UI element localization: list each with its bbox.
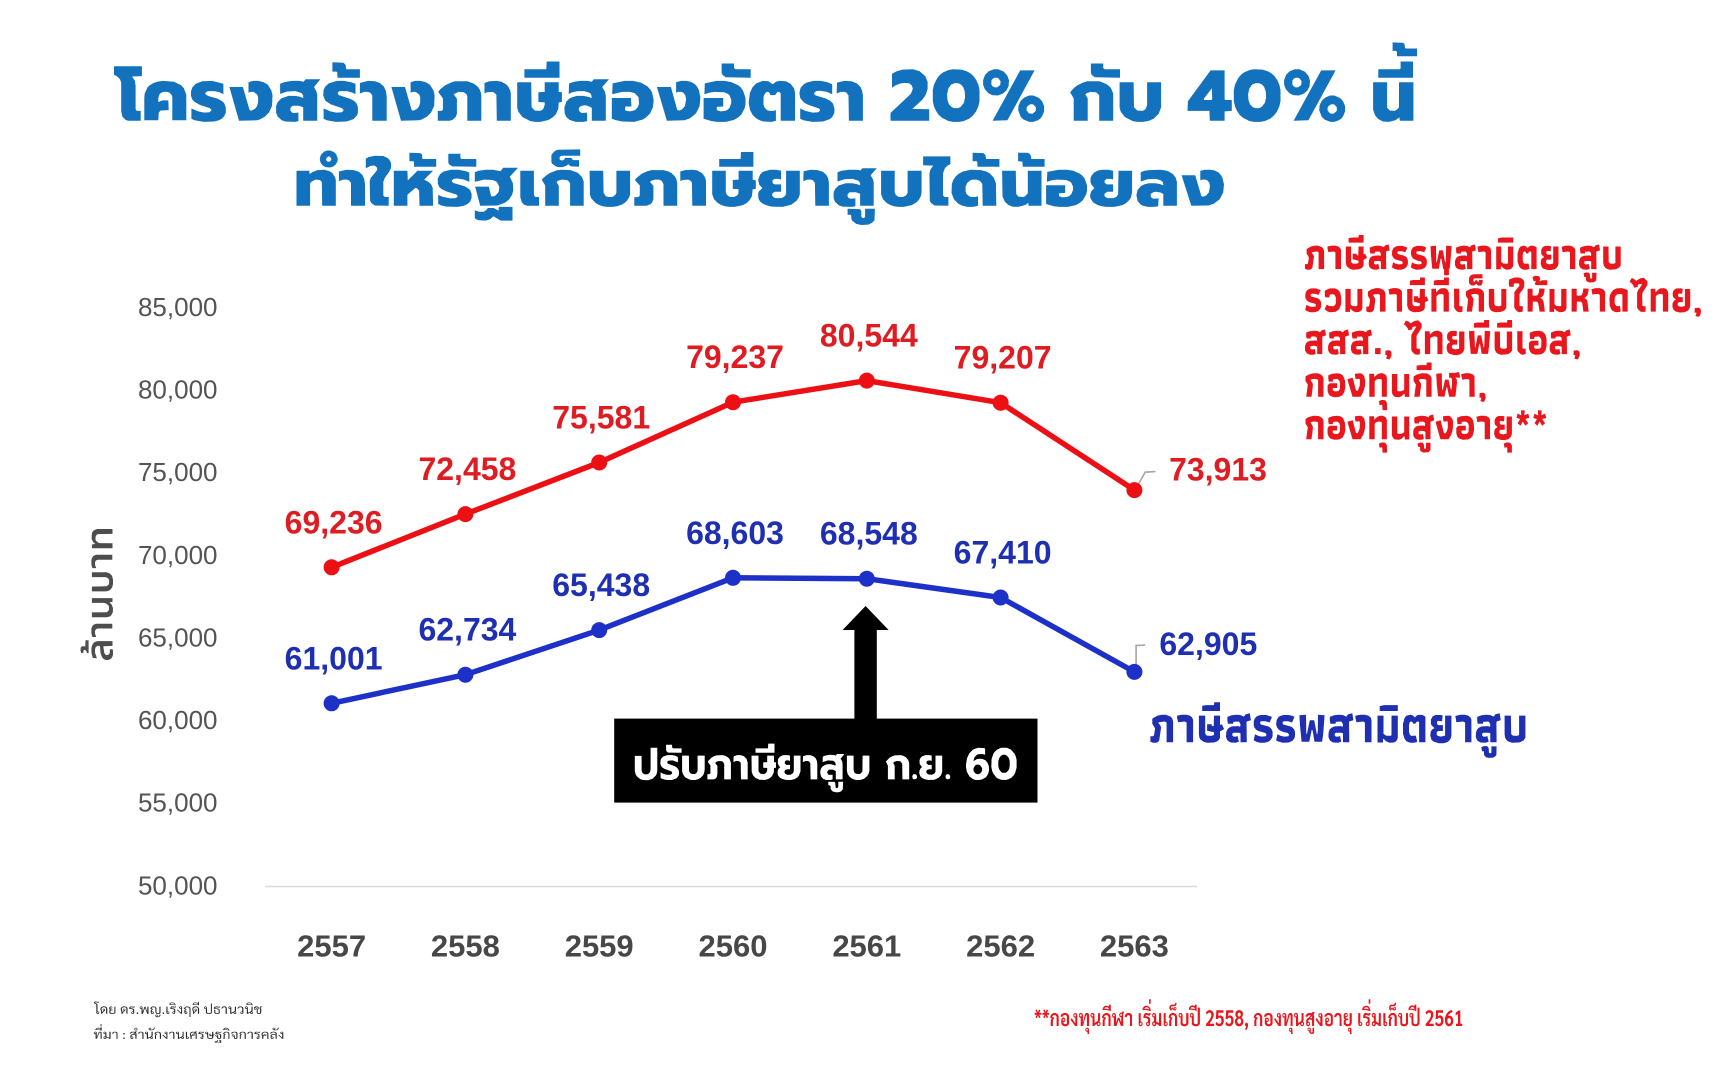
svg-text:80,544: 80,544: [820, 318, 918, 354]
svg-text:75,000: 75,000: [138, 457, 218, 487]
svg-text:68,603: 68,603: [686, 515, 784, 551]
svg-text:61,001: 61,001: [285, 640, 383, 676]
svg-text:79,207: 79,207: [954, 340, 1052, 376]
svg-text:2563: 2563: [1100, 929, 1169, 964]
svg-text:67,410: 67,410: [954, 535, 1052, 571]
svg-text:2558: 2558: [431, 929, 500, 964]
svg-text:2562: 2562: [966, 929, 1035, 964]
svg-text:50,000: 50,000: [138, 870, 218, 900]
svg-text:85,000: 85,000: [138, 292, 218, 322]
svg-text:79,237: 79,237: [686, 339, 784, 375]
svg-text:55,000: 55,000: [138, 788, 218, 818]
svg-text:70,000: 70,000: [138, 540, 218, 570]
svg-text:2559: 2559: [565, 929, 634, 964]
svg-text:62,734: 62,734: [418, 612, 516, 648]
svg-text:2560: 2560: [699, 929, 768, 964]
svg-text:65,000: 65,000: [138, 622, 218, 652]
svg-text:80,000: 80,000: [138, 375, 218, 405]
svg-text:72,458: 72,458: [418, 451, 516, 487]
svg-text:75,581: 75,581: [552, 400, 650, 436]
svg-text:62,905: 62,905: [1159, 626, 1257, 662]
svg-text:69,236: 69,236: [285, 504, 383, 540]
svg-text:73,913: 73,913: [1169, 452, 1267, 488]
svg-text:2557: 2557: [297, 929, 366, 964]
svg-text:65,438: 65,438: [552, 567, 650, 603]
svg-text:68,548: 68,548: [820, 516, 918, 552]
svg-text:60,000: 60,000: [138, 705, 218, 735]
svg-text:2561: 2561: [832, 929, 901, 964]
